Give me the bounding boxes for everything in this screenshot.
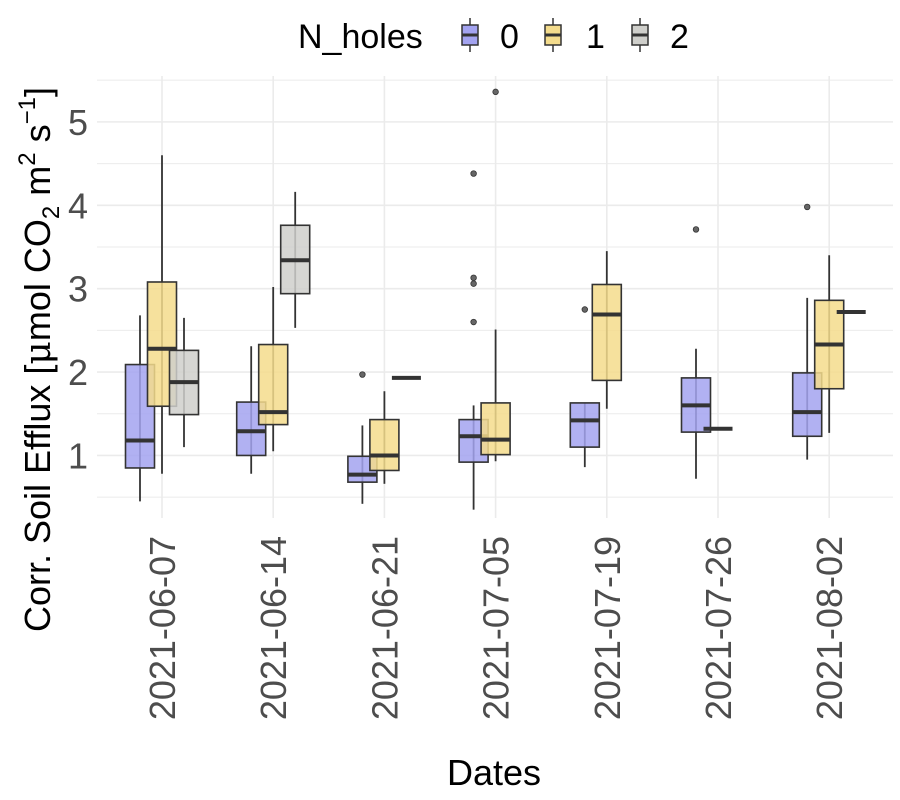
- y-tick-label: 1: [68, 435, 88, 476]
- box-iqr: [235, 401, 267, 457]
- x-tick-label: 2021-07-19: [587, 536, 628, 720]
- box-outlier: [804, 203, 811, 211]
- box-2021-06-14-group-0: [235, 346, 267, 474]
- box-2021-06-07-group-2: [168, 317, 200, 448]
- y-tick-label: 4: [68, 185, 88, 226]
- legend-key-2: [631, 18, 649, 52]
- box-2021-06-21-group-1: [369, 391, 400, 484]
- y-tick-labels: 1 2 3 4 5: [68, 102, 88, 477]
- y-axis-title: Corr. Soil Efflux [μmol CO2 m2 s−1]: [14, 87, 65, 632]
- box-iqr: [480, 402, 511, 456]
- y-axis-title-mol: mol CO: [17, 219, 58, 341]
- box-iqr: [569, 402, 601, 448]
- legend-title: N_holes: [298, 18, 423, 56]
- box-outlier: [470, 280, 477, 287]
- y-tick-label: 2: [68, 352, 88, 393]
- y-axis-title-close: ]: [17, 87, 58, 97]
- x-tick-labels: 2021-06-07 2021-06-14 2021-06-21 2021-07-05…: [142, 536, 850, 720]
- y-tick-label: 5: [68, 102, 88, 143]
- legend-label-0: 0: [500, 18, 519, 56]
- x-tick-label: 2021-07-05: [476, 536, 517, 720]
- x-tick-label: 2021-06-07: [142, 536, 183, 720]
- x-tick-label: 2021-08-02: [809, 536, 850, 720]
- box-iqr: [369, 418, 400, 472]
- x-tick-label: 2021-06-14: [253, 536, 294, 720]
- legend-label-2: 2: [670, 18, 689, 56]
- box-outlier: [492, 88, 499, 96]
- box-outlier: [581, 306, 588, 313]
- box-outlier: [359, 371, 366, 378]
- y-axis-title-m: m: [17, 166, 58, 206]
- box-2021-07-19-group-1: [591, 251, 623, 409]
- y-axis-title-mu: μ: [18, 341, 59, 364]
- legend-label-1: 1: [586, 18, 605, 56]
- legend: N_holes 0 1 2: [298, 18, 689, 56]
- y-axis-title-sub: 2: [38, 206, 65, 219]
- box-iqr: [591, 283, 623, 382]
- x-axis-title: Dates: [447, 752, 541, 793]
- y-axis-title-main: Corr. Soil Efflux [: [17, 365, 58, 632]
- box-outlier: [692, 226, 700, 233]
- x-tick-label: 2021-06-21: [364, 536, 405, 720]
- legend-key-1: [544, 18, 562, 52]
- box-2021-08-02-group-1: [813, 255, 845, 433]
- box-2021-06-14-group-1: [257, 286, 289, 452]
- box-2021-07-26-group-0: [680, 226, 712, 479]
- box-series: [124, 88, 866, 510]
- y-axis-title-sup: 2: [14, 152, 41, 165]
- legend-key-0: [461, 18, 479, 52]
- y-axis-title-s: s: [17, 124, 58, 152]
- box-2021-08-02-group-0: [791, 203, 823, 460]
- box-outlier: [470, 170, 477, 177]
- x-tick-label: 2021-07-26: [698, 536, 739, 720]
- box-2021-06-14-group-2: [279, 191, 311, 328]
- y-axis-title-supm1: −1: [14, 97, 41, 124]
- box-2021-07-19-group-0: [569, 306, 601, 468]
- y-tick-label: 3: [68, 269, 88, 310]
- box-outlier: [470, 274, 477, 282]
- box-outlier: [470, 318, 477, 326]
- box-2021-07-05-group-1: [480, 88, 511, 462]
- box-2021-07-05-group-0: [458, 170, 489, 510]
